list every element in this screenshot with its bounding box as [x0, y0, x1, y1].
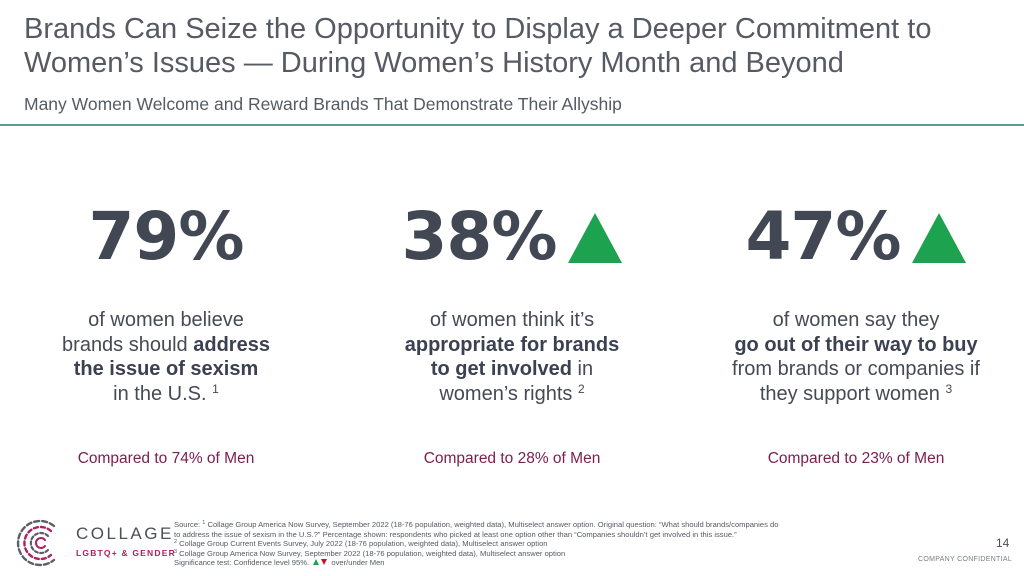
- source-label: Source:: [174, 520, 203, 529]
- desc-text: in the U.S.: [113, 382, 207, 405]
- stat-value-row: 38%: [362, 196, 662, 278]
- desc-highlight: appropriate for brands: [404, 333, 620, 356]
- legend-down-triangle-icon: [321, 559, 328, 566]
- footnote-number: 1: [202, 520, 206, 526]
- title-line-1: Brands Can Seize the Opportunity to Disp…: [24, 13, 932, 45]
- stat-value: 38%: [401, 198, 558, 275]
- stat-value-row: 79%: [16, 196, 316, 278]
- desc-text: from brands or companies if: [732, 358, 980, 380]
- desc-highlight: go out of their way to buy: [734, 333, 978, 356]
- title-line-2: Women’s Issues — During Women’s History …: [24, 47, 844, 79]
- men-comparison: Compared to 28% of Men: [423, 450, 601, 467]
- stat-value: 47%: [745, 198, 902, 275]
- source-footnotes: Source: 1 Collage Group America Now Surv…: [174, 520, 894, 568]
- footnote-3: 3 Collage Group America Now Survey, Sept…: [174, 549, 894, 559]
- page-title: Brands Can Seize the Opportunity to Disp…: [24, 12, 1004, 80]
- desc-text: of women think it’s: [429, 309, 595, 331]
- desc-text: of women believe: [88, 309, 244, 331]
- collage-ring-mark-icon: [16, 519, 56, 567]
- desc-text: of women say they: [772, 309, 940, 331]
- footnote-source-cont: to address the issue of sexism in the U.…: [174, 529, 737, 539]
- significance-text: Significance test: Confidence level 95%.: [174, 558, 310, 568]
- desc-highlight: the issue of sexism: [73, 358, 259, 380]
- stat-card-support-women: 47% of women say they go out of their wa…: [706, 196, 1006, 406]
- significance-text: over/under Men: [331, 558, 385, 568]
- page-number: 14: [996, 536, 1010, 550]
- stat-value: 79%: [88, 198, 245, 275]
- desc-highlight: to get involved: [430, 358, 572, 380]
- desc-highlight: address: [193, 333, 270, 356]
- confidential-label: COMPANY CONFIDENTIAL: [918, 556, 1013, 563]
- significant-up-triangle-icon: [912, 213, 967, 263]
- desc-text: they support women: [759, 382, 940, 405]
- men-comparison: Compared to 23% of Men: [767, 450, 945, 467]
- page-subtitle: Many Women Welcome and Reward Brands Tha…: [24, 94, 622, 114]
- stat-description: of women believe brands should address t…: [16, 308, 316, 406]
- logo-wordmark: COLLAGE: [76, 524, 174, 543]
- footnote-ref: 1: [212, 381, 219, 396]
- footnote-ref: 2: [577, 381, 585, 396]
- footnote-ref: 3: [945, 381, 953, 396]
- stat-value-row: 47%: [706, 196, 1006, 278]
- collage-logo: COLLAGE LGBTQ+ & GENDER: [14, 514, 175, 570]
- stat-card-womens-rights: 38% of women think it’s appropriate for …: [362, 196, 662, 406]
- footnote-text: Collage Group America Now Survey, Septem…: [177, 548, 566, 558]
- footnote-source: Source: 1 Collage Group America Now Surv…: [174, 520, 894, 530]
- desc-text: brands should: [62, 333, 194, 356]
- footnote-number: 3: [174, 548, 178, 555]
- logo-tagline: LGBTQ+ & GENDER: [76, 548, 176, 558]
- desc-text: in: [572, 358, 594, 380]
- footnote-text: Collage Group America Now Survey, Septem…: [205, 520, 779, 529]
- men-comparison: Compared to 74% of Men: [77, 450, 255, 467]
- header-divider: [0, 124, 1024, 126]
- footnote-text: Collage Group Current Events Survey, Jul…: [177, 539, 548, 549]
- footnote-number: 2: [174, 539, 178, 546]
- stat-description: of women say they go out of their way to…: [706, 308, 1006, 406]
- legend-up-triangle-icon: [313, 559, 320, 566]
- footnote-2: 2 Collage Group Current Events Survey, J…: [174, 539, 894, 549]
- desc-text: women’s rights: [439, 382, 573, 405]
- stat-description: of women think it’s appropriate for bran…: [362, 308, 662, 406]
- significance-note: Significance test: Confidence level 95%.…: [174, 558, 894, 568]
- significant-up-triangle-icon: [568, 213, 623, 263]
- stat-card-sexism: 79% of women believe brands should addre…: [16, 196, 316, 406]
